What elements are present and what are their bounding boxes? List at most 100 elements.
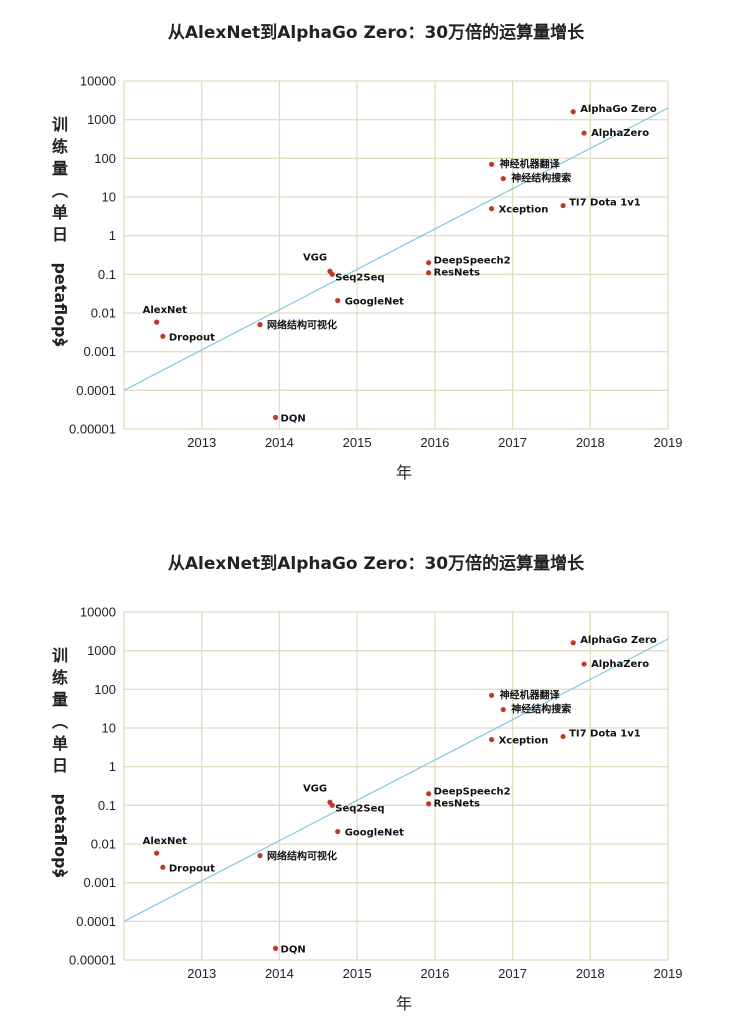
data-point bbox=[272, 414, 279, 420]
data-point bbox=[154, 850, 160, 856]
y-tick-label: 1000 bbox=[87, 112, 116, 127]
data-point bbox=[335, 828, 341, 835]
x-tick-label: 2016 bbox=[420, 966, 449, 981]
data-point bbox=[560, 733, 566, 740]
y-tick-label: 0.0001 bbox=[76, 914, 116, 929]
data-point-label: Dropout bbox=[169, 332, 215, 343]
data-point bbox=[581, 130, 587, 136]
data-point-label: 神经结构搜索 bbox=[511, 172, 571, 185]
data-point-label: AlphaZero bbox=[591, 659, 649, 670]
data-point bbox=[154, 319, 160, 325]
x-tick-label: 2018 bbox=[576, 966, 605, 981]
data-point bbox=[488, 206, 495, 212]
y-tick-label: 0.001 bbox=[83, 344, 116, 359]
data-point-label: DQN bbox=[281, 413, 306, 424]
data-point-label: GoogleNet bbox=[345, 828, 404, 839]
y-tick-label: 10000 bbox=[80, 74, 116, 89]
data-point-label: AlphaGo Zero bbox=[580, 635, 657, 646]
data-point-label: DeepSpeech2 bbox=[434, 787, 511, 798]
grid bbox=[123, 611, 669, 961]
x-axis-label: 年 bbox=[396, 994, 412, 1013]
data-point bbox=[160, 333, 166, 339]
data-point bbox=[329, 802, 335, 808]
y-tick-label: 100 bbox=[94, 151, 116, 166]
y-tick-label: 0.00001 bbox=[69, 422, 116, 437]
x-tick-label: 2014 bbox=[265, 435, 294, 450]
y-axis-label: 训练量︵单日︶ bbox=[52, 115, 68, 358]
y-tick-label: 10000 bbox=[80, 605, 116, 620]
y-tick-label: 0.1 bbox=[98, 267, 116, 282]
data-point-label: Xception bbox=[499, 205, 549, 216]
data-point-label: AlexNet bbox=[143, 836, 188, 847]
y-tick-label: 10 bbox=[102, 190, 116, 205]
y-tick-label: 0.01 bbox=[91, 837, 116, 852]
data-point bbox=[500, 706, 506, 713]
data-point-label: 网络结构可视化 bbox=[267, 850, 337, 863]
x-tick-label: 2017 bbox=[498, 435, 527, 450]
x-tick-label: 2019 bbox=[654, 435, 683, 450]
grid bbox=[123, 80, 669, 430]
data-point-label: AlphaGo Zero bbox=[580, 104, 657, 115]
data-point bbox=[426, 791, 432, 797]
y-tick-label: 0.00001 bbox=[69, 953, 116, 968]
y-tick-label: 0.001 bbox=[83, 875, 116, 890]
x-tick-label: 2017 bbox=[498, 966, 527, 981]
data-point-label: Seq2Seq bbox=[335, 803, 384, 814]
data-point bbox=[257, 322, 263, 328]
y-tick-label: 1000 bbox=[87, 643, 116, 658]
data-point bbox=[570, 109, 576, 115]
trend-line bbox=[123, 638, 669, 922]
data-point-label: 神经结构搜索 bbox=[511, 703, 571, 716]
data-point bbox=[488, 692, 495, 698]
data-point bbox=[426, 260, 432, 266]
data-point bbox=[426, 801, 432, 807]
x-tick-label: 2018 bbox=[576, 435, 605, 450]
data-point-label: GoogleNet bbox=[345, 297, 404, 308]
y-tick-label: 1 bbox=[109, 759, 116, 774]
y-axis-label-part: petaflops bbox=[51, 793, 70, 878]
data-point-label: AlphaZero bbox=[591, 128, 649, 139]
y-axis-label-part: petaflops bbox=[51, 262, 70, 347]
data-point-label: Dropout bbox=[169, 863, 215, 874]
data-point bbox=[329, 271, 335, 277]
x-tick-label: 2016 bbox=[420, 435, 449, 450]
data-point-label: ResNets bbox=[434, 268, 480, 279]
y-tick-label: 10 bbox=[102, 721, 116, 736]
data-point-label: 神经机器翻译 bbox=[500, 688, 561, 701]
data-point-label: Seq2Seq bbox=[335, 272, 384, 283]
data-point-label: VGG bbox=[303, 252, 327, 263]
data-point bbox=[581, 661, 587, 667]
y-tick-label: 100 bbox=[94, 682, 116, 697]
y-tick-label: 0.01 bbox=[91, 306, 116, 321]
compute-growth-chart-bottom: 从AlexNet到AlphaGo Zero：30万倍的运算量增长10000100… bbox=[51, 553, 683, 1013]
y-tick-label: 0.1 bbox=[98, 798, 116, 813]
data-point-label: 网络结构可视化 bbox=[267, 319, 337, 332]
data-point bbox=[272, 945, 279, 951]
data-point bbox=[500, 175, 506, 182]
trend-line bbox=[123, 107, 669, 391]
x-tick-label: 2014 bbox=[265, 966, 294, 981]
data-point-label: TI7 Dota 1v1 bbox=[569, 198, 641, 209]
x-tick-label: 2015 bbox=[343, 966, 372, 981]
data-point-label: Xception bbox=[499, 736, 549, 747]
data-point-label: DQN bbox=[281, 944, 306, 955]
data-point-label: TI7 Dota 1v1 bbox=[569, 729, 641, 740]
x-tick-label: 2013 bbox=[187, 966, 216, 981]
data-point-label: AlexNet bbox=[143, 305, 188, 316]
x-tick-label: 2019 bbox=[654, 966, 683, 981]
data-point bbox=[335, 297, 341, 304]
y-tick-label: 0.0001 bbox=[76, 383, 116, 398]
chart-title: 从AlexNet到AlphaGo Zero：30万倍的运算量增长 bbox=[168, 553, 585, 574]
chart-title: 从AlexNet到AlphaGo Zero：30万倍的运算量增长 bbox=[168, 22, 585, 43]
data-point-label: VGG bbox=[303, 783, 327, 794]
data-point bbox=[488, 161, 495, 167]
data-point bbox=[257, 853, 263, 859]
data-point bbox=[160, 864, 166, 870]
compute-growth-chart-top: 从AlexNet到AlphaGo Zero：30万倍的运算量增长10000100… bbox=[51, 22, 683, 482]
data-point-label: DeepSpeech2 bbox=[434, 256, 511, 267]
x-tick-label: 2015 bbox=[343, 435, 372, 450]
data-point bbox=[560, 202, 566, 209]
data-point bbox=[488, 737, 495, 743]
x-axis-label: 年 bbox=[396, 463, 412, 482]
y-axis-label: 训练量︵单日︶ bbox=[52, 646, 68, 889]
